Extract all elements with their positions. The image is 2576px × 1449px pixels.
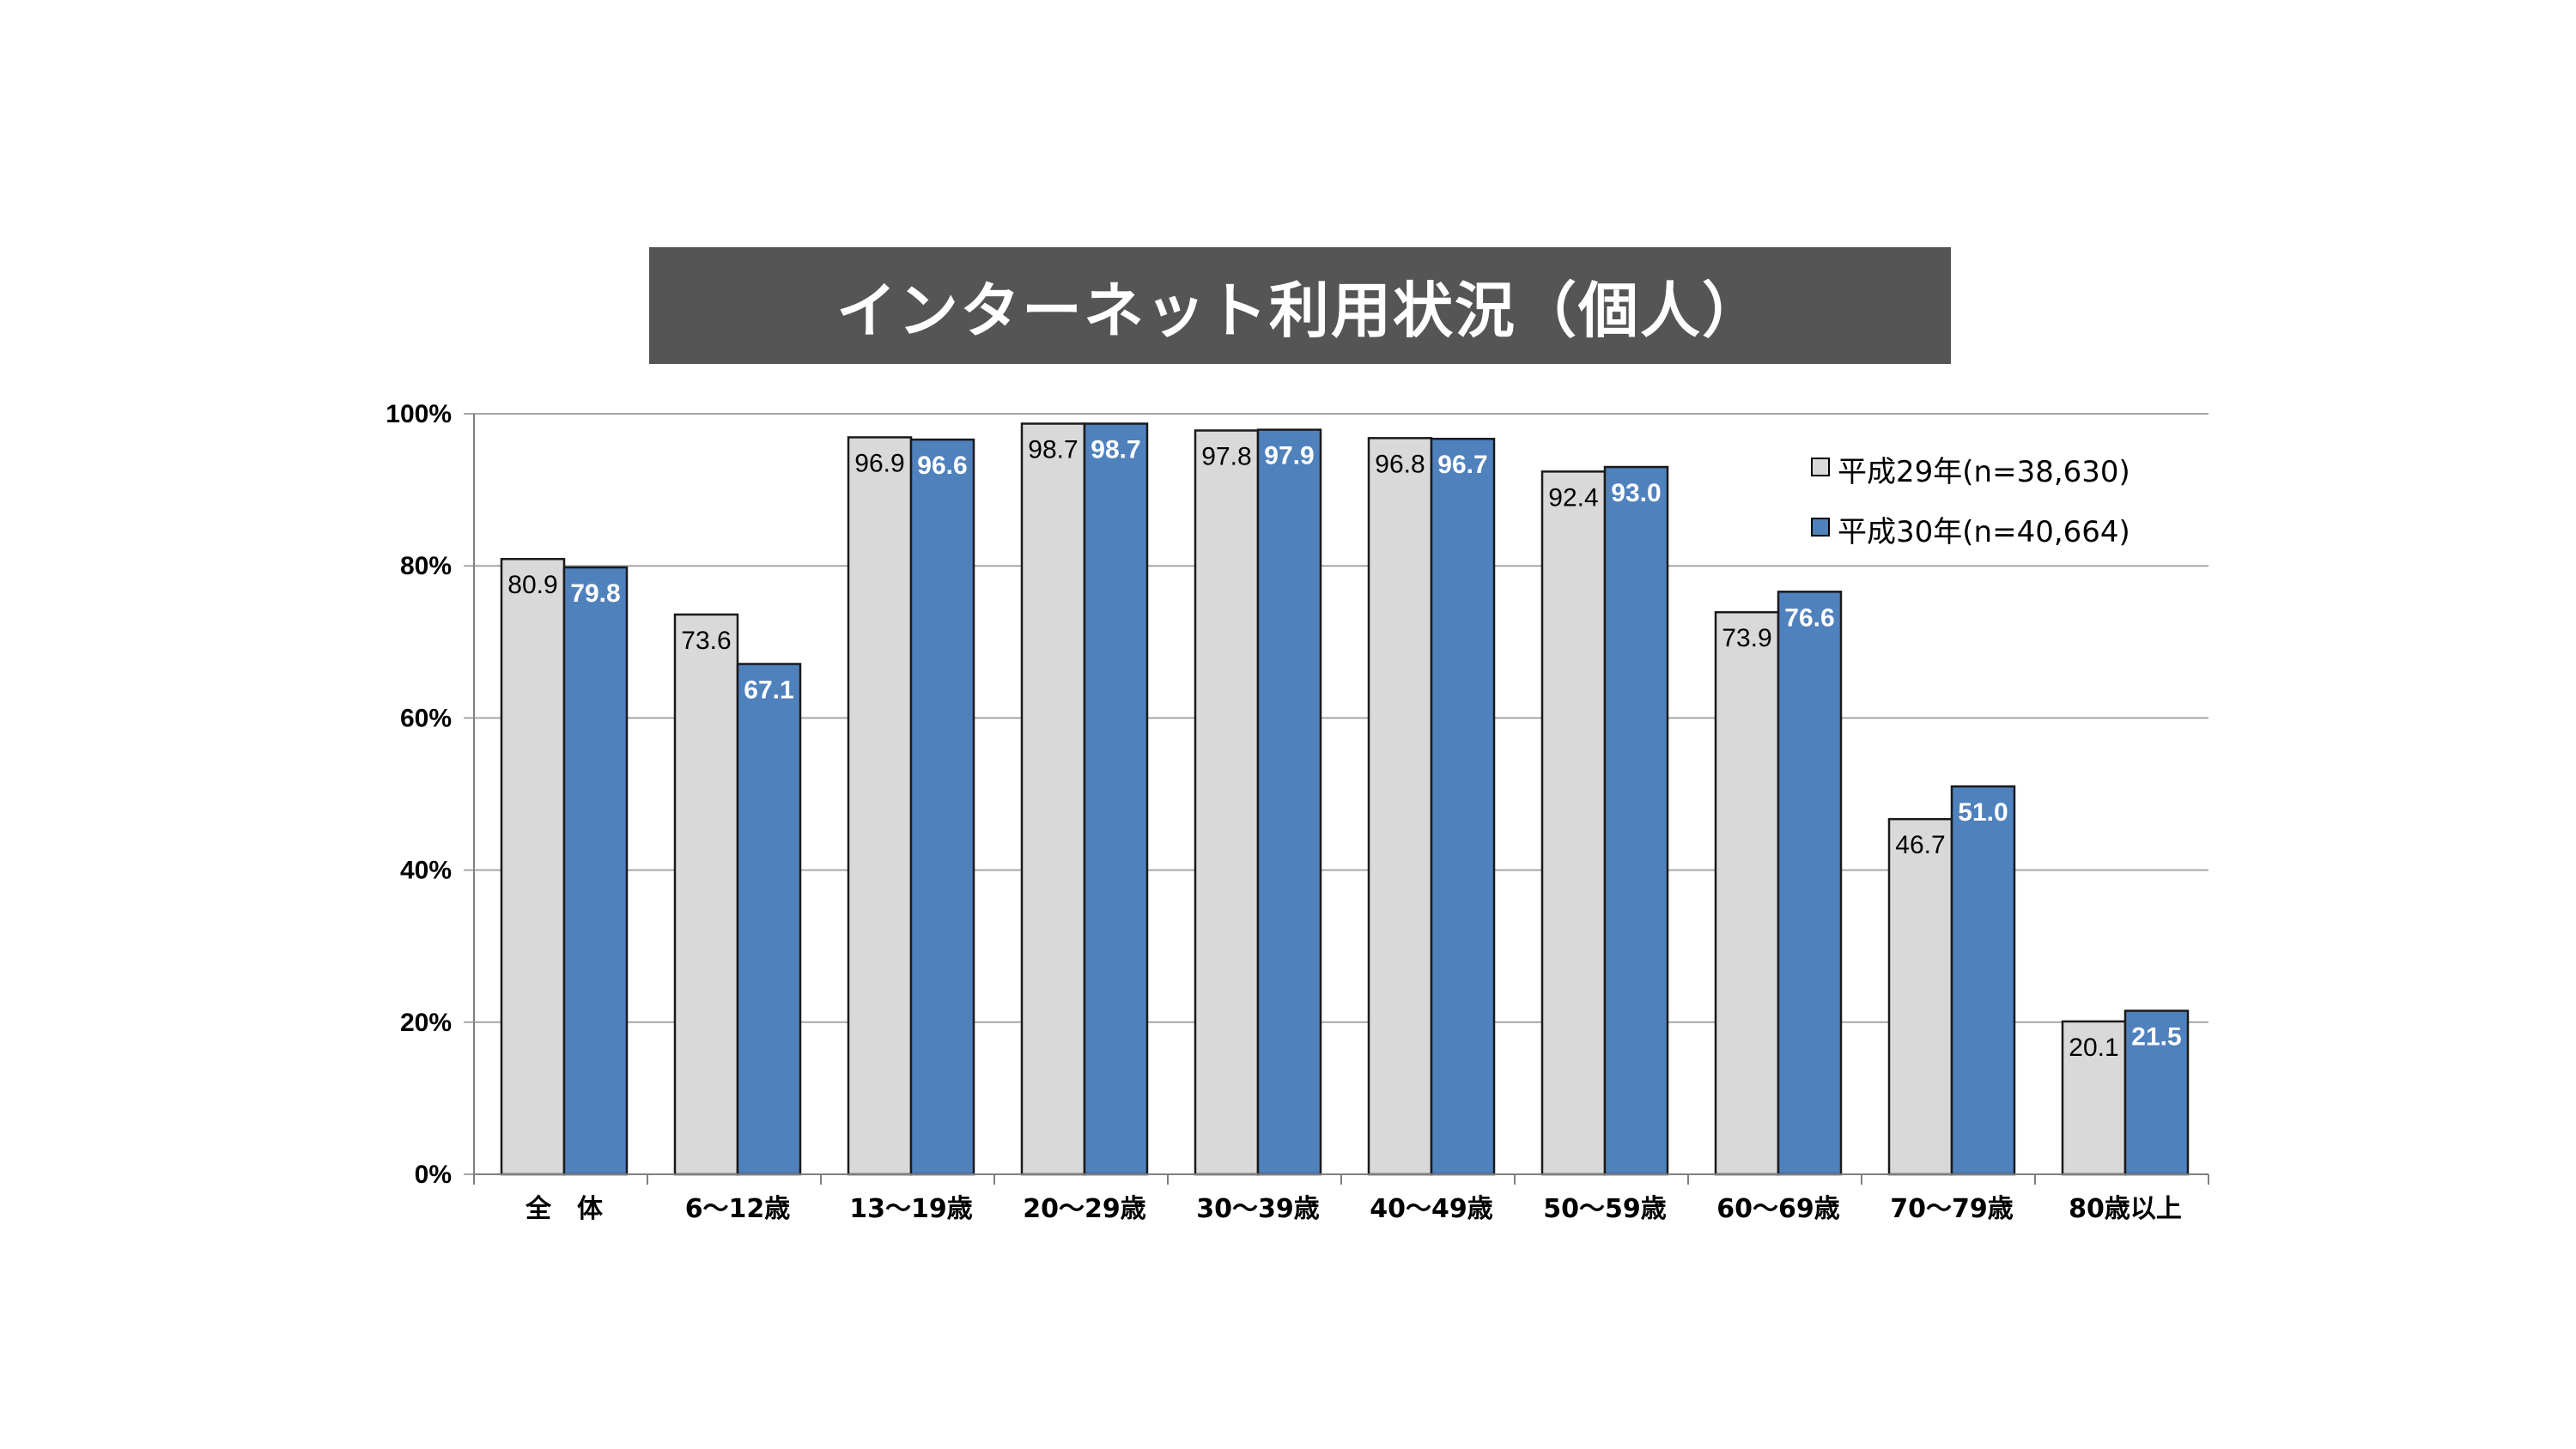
bar-series-1 xyxy=(1020,422,1086,1176)
x-tick-label: 30～39歳 xyxy=(1196,1194,1320,1224)
y-tick-label: 20% xyxy=(400,1009,452,1037)
data-label: 51.0 xyxy=(1958,798,2008,827)
data-label: 96.9 xyxy=(854,449,904,477)
data-label: 76.6 xyxy=(1784,603,1834,632)
bar-series-1 xyxy=(1194,429,1260,1176)
data-label: 73.6 xyxy=(681,627,731,655)
bar-series-1 xyxy=(673,613,739,1176)
x-tick-label: 40～49歳 xyxy=(1370,1194,1493,1224)
chart-title: インターネット利用状況（個人） xyxy=(836,275,1764,346)
data-label: 21.5 xyxy=(2131,1023,2181,1052)
data-label: 97.8 xyxy=(1201,442,1251,470)
chart-title-bar: インターネット利用状況（個人） xyxy=(649,247,1951,364)
x-tick-label: 70～79歳 xyxy=(1890,1194,2014,1224)
bar-series-1 xyxy=(1367,437,1433,1176)
bar-series-2 xyxy=(1256,428,1322,1176)
bar-series-1 xyxy=(2061,1020,2127,1176)
bar-series-2 xyxy=(1430,437,1496,1176)
bar-series-1 xyxy=(1887,817,1953,1176)
bar-series-2 xyxy=(909,438,975,1176)
x-tick-label: 50～59歳 xyxy=(1543,1194,1667,1224)
y-tick-label: 0% xyxy=(415,1161,452,1189)
data-label: 79.8 xyxy=(570,579,620,608)
data-label: 73.9 xyxy=(1722,624,1771,652)
data-label: 96.8 xyxy=(1375,450,1425,478)
data-label: 92.4 xyxy=(1548,483,1598,512)
legend-label-series-2: 平成30年(n=40,664) xyxy=(1838,515,2130,549)
x-tick-label: 6～12歳 xyxy=(685,1194,791,1224)
y-tick-label: 60% xyxy=(400,704,452,732)
y-tick-label: 100% xyxy=(386,400,452,428)
bar-series-2 xyxy=(1603,465,1669,1176)
data-label: 96.7 xyxy=(1437,451,1487,479)
bar-series-2 xyxy=(736,663,802,1176)
y-tick-label: 40% xyxy=(400,857,452,885)
bar-series-1 xyxy=(1714,610,1780,1176)
data-label: 96.6 xyxy=(917,452,967,480)
legend-swatch-series-2 xyxy=(1811,518,1830,537)
x-tick-label: 20～29歳 xyxy=(1023,1194,1146,1224)
legend: 平成29年(n=38,630) 平成30年(n=40,664) xyxy=(1811,455,2130,549)
bar-series-2 xyxy=(1950,785,2016,1176)
bar-series-1 xyxy=(847,436,913,1176)
data-label: 98.7 xyxy=(1028,436,1078,464)
bar-series-2 xyxy=(2123,1009,2190,1176)
bar-series-2 xyxy=(1083,422,1149,1176)
data-label: 46.7 xyxy=(1895,831,1945,859)
axes: 0% 20% 40% 60% 80% 100% 全 体 6～12歳 13～19歳 20～29歳 30… xyxy=(386,400,2209,1224)
x-tick-label: 60～69歳 xyxy=(1716,1194,1840,1224)
data-label: 20.1 xyxy=(2069,1034,2118,1062)
bar-series-2 xyxy=(562,566,629,1176)
legend-swatch-series-1 xyxy=(1811,458,1830,476)
bar-series-1 xyxy=(500,557,566,1176)
x-tick-label: 13～19歳 xyxy=(849,1194,973,1224)
data-labels: 80.9 73.6 96.9 98.7 97.8 96.8 92.4 73.9 46.7 20.1… xyxy=(507,436,2181,1062)
x-tick-label: 80歳以上 xyxy=(2069,1194,2182,1224)
bar-series-1 xyxy=(1540,470,1607,1176)
x-tick-label: 全 体 xyxy=(525,1194,604,1224)
data-label: 67.1 xyxy=(744,676,793,704)
y-tick-label: 80% xyxy=(400,552,452,580)
data-label: 97.9 xyxy=(1264,442,1314,470)
data-label: 93.0 xyxy=(1611,479,1661,507)
bars xyxy=(500,422,2190,1176)
data-label: 80.9 xyxy=(507,571,557,599)
data-label: 98.7 xyxy=(1091,436,1140,464)
bar-series-2 xyxy=(1777,591,1843,1176)
legend-label-series-1: 平成29年(n=38,630) xyxy=(1838,455,2130,489)
